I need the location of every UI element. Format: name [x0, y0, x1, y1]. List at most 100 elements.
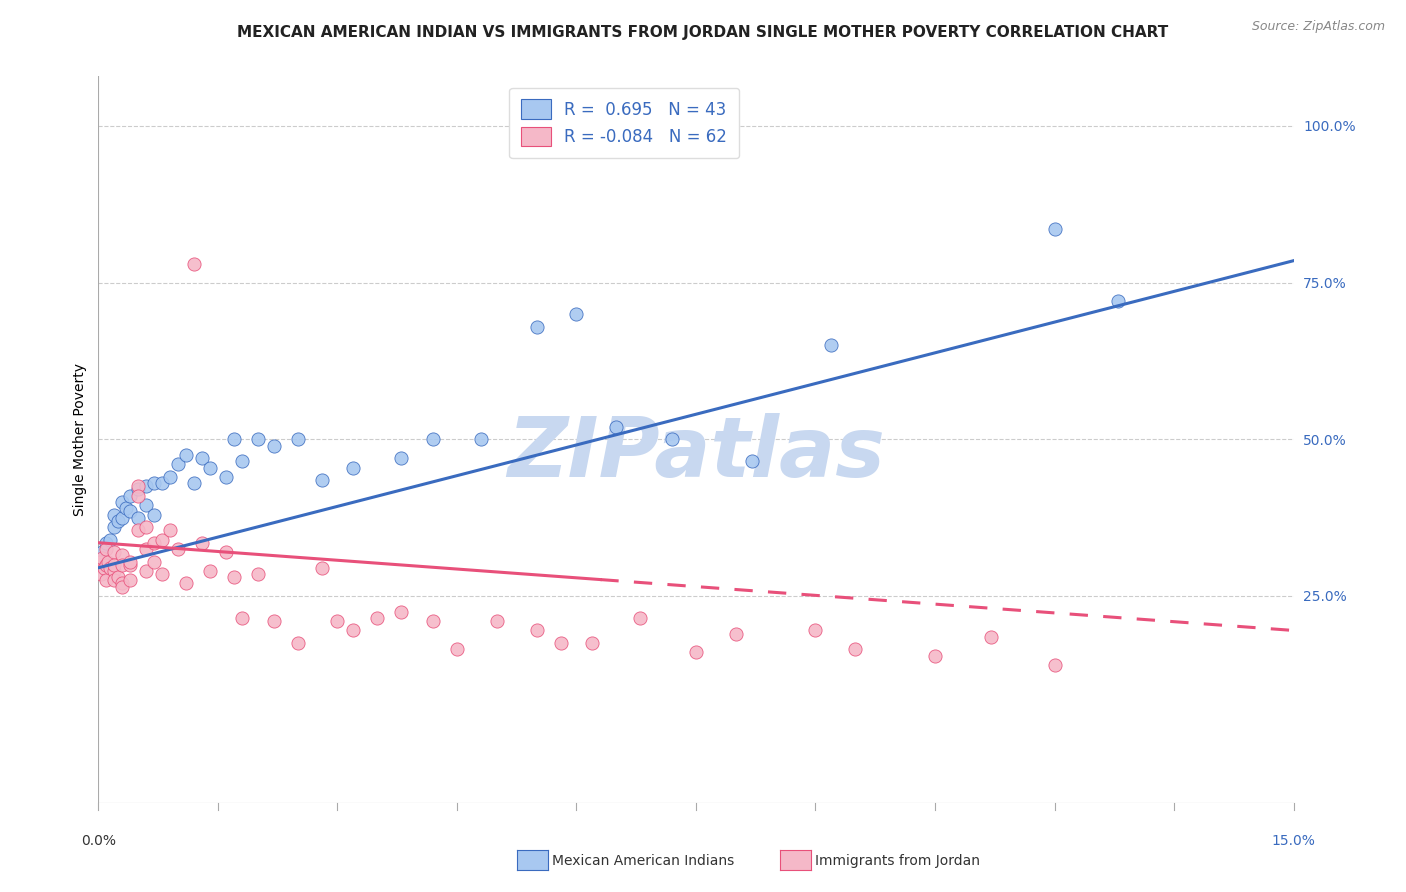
Point	[96, 535, 118, 549]
Point	[366, 611, 388, 625]
Point	[167, 541, 190, 556]
Point	[342, 624, 364, 638]
Point	[90, 567, 112, 582]
Point	[135, 541, 157, 556]
Point	[724, 626, 747, 640]
Point	[98, 533, 122, 547]
Point	[103, 545, 125, 559]
Point	[111, 510, 134, 524]
Point	[174, 448, 197, 462]
Point	[135, 498, 157, 512]
Point	[150, 533, 173, 547]
Point	[183, 476, 205, 491]
Point	[1107, 294, 1129, 309]
Point	[98, 561, 122, 575]
Y-axis label: Single Mother Poverty: Single Mother Poverty	[73, 363, 87, 516]
Point	[111, 495, 134, 509]
Text: Mexican American Indians: Mexican American Indians	[551, 854, 734, 868]
Point	[127, 489, 149, 503]
Point	[389, 605, 412, 619]
Point	[96, 558, 118, 572]
Point	[150, 567, 173, 582]
Text: Source: ZipAtlas.com: Source: ZipAtlas.com	[1251, 20, 1385, 33]
Point	[135, 479, 157, 493]
Point	[159, 470, 181, 484]
Point	[311, 561, 333, 575]
Point	[120, 574, 142, 588]
Point	[215, 470, 238, 484]
Point	[120, 555, 142, 569]
Point	[174, 576, 197, 591]
Point	[924, 648, 946, 663]
Point	[628, 611, 651, 625]
Point	[231, 454, 253, 468]
Point	[127, 483, 149, 497]
Point	[103, 508, 125, 522]
Point	[111, 548, 134, 562]
Point	[111, 558, 134, 572]
Point	[183, 257, 205, 271]
Point	[470, 433, 492, 447]
Point	[526, 319, 548, 334]
Point	[550, 636, 572, 650]
Point	[115, 501, 138, 516]
Point	[422, 614, 444, 628]
Point	[446, 642, 468, 657]
Text: 0.0%: 0.0%	[82, 834, 115, 848]
Point	[198, 564, 221, 578]
Point	[215, 545, 238, 559]
Point	[485, 614, 508, 628]
Point	[389, 451, 412, 466]
Point	[287, 636, 309, 650]
Point	[89, 555, 111, 569]
Point	[91, 551, 114, 566]
Point	[150, 476, 173, 491]
Point	[111, 576, 134, 591]
Point	[198, 460, 221, 475]
Point	[1043, 222, 1066, 236]
Point	[93, 561, 115, 575]
Point	[246, 433, 269, 447]
Point	[107, 570, 129, 584]
Point	[103, 564, 125, 578]
Point	[91, 545, 114, 559]
Point	[96, 541, 118, 556]
Point	[103, 558, 125, 572]
Point	[526, 624, 548, 638]
Point	[143, 535, 166, 549]
Text: ZIPatlas: ZIPatlas	[508, 413, 884, 494]
Text: 15.0%: 15.0%	[1271, 834, 1316, 848]
Point	[741, 454, 763, 468]
Point	[820, 338, 842, 352]
Point	[159, 523, 181, 537]
Point	[167, 458, 190, 472]
Point	[342, 460, 364, 475]
Point	[581, 636, 603, 650]
Point	[127, 479, 149, 493]
Text: Immigrants from Jordan: Immigrants from Jordan	[815, 854, 980, 868]
Text: MEXICAN AMERICAN INDIAN VS IMMIGRANTS FROM JORDAN SINGLE MOTHER POVERTY CORRELAT: MEXICAN AMERICAN INDIAN VS IMMIGRANTS FR…	[238, 25, 1168, 40]
Point	[263, 614, 285, 628]
Point	[111, 580, 134, 594]
Point	[311, 473, 333, 487]
Point	[326, 614, 349, 628]
Point	[103, 520, 125, 534]
Point	[844, 642, 866, 657]
Point	[143, 555, 166, 569]
Point	[107, 514, 129, 528]
Point	[1043, 657, 1066, 672]
Point	[191, 451, 214, 466]
Point	[103, 574, 125, 588]
Point	[127, 523, 149, 537]
Point	[661, 433, 683, 447]
Point	[222, 433, 245, 447]
Point	[231, 611, 253, 625]
Point	[685, 645, 707, 659]
Point	[222, 570, 245, 584]
Point	[143, 476, 166, 491]
Point	[191, 535, 214, 549]
Point	[120, 489, 142, 503]
Point	[96, 574, 118, 588]
Point	[980, 630, 1002, 644]
Point	[135, 564, 157, 578]
